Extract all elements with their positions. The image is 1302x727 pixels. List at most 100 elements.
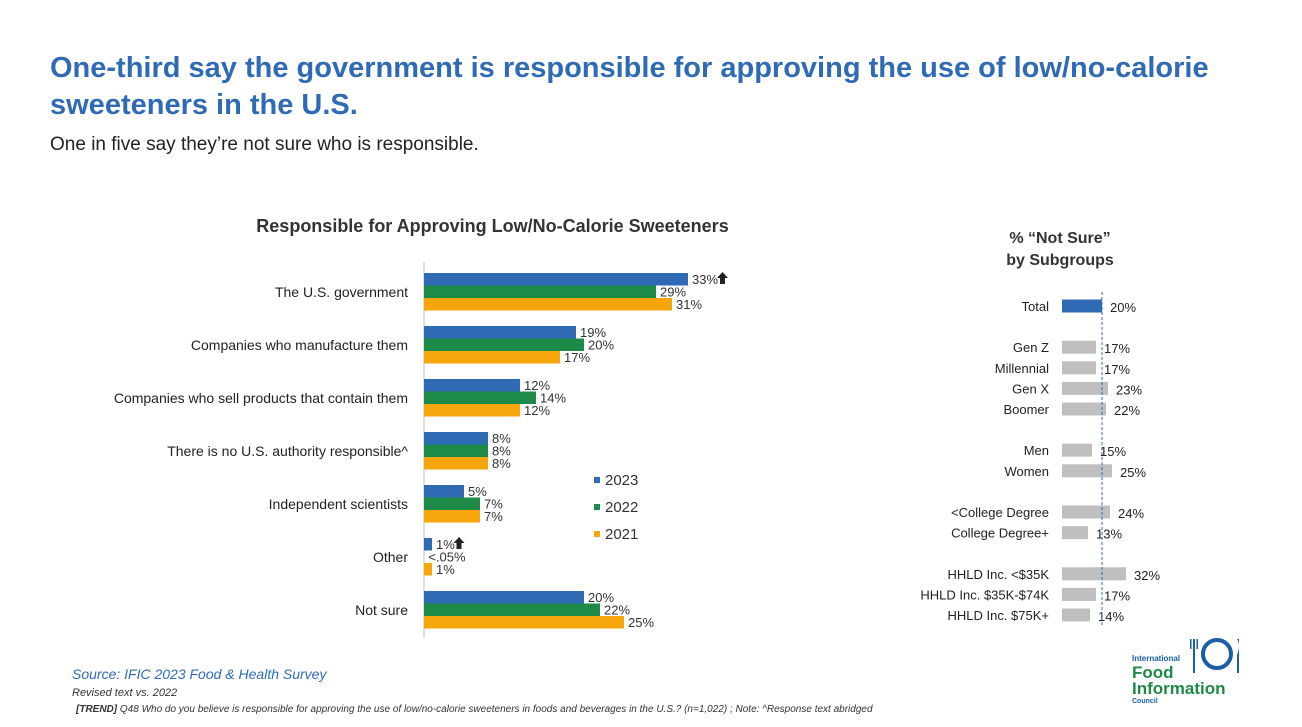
subgroup-bar-hhld-inc-35k-74k (1062, 587, 1096, 601)
subgroup-label-hhld-inc-35k-74k: HHLD Inc. $35K-$74K (920, 587, 1049, 602)
data-label-2023-there-is-no-u-s-authority-responsible: 8% (492, 431, 511, 446)
subgroup-title-line-1: % “Not Sure” (1009, 230, 1111, 247)
data-label-2023-the-u-s-government: 33% (692, 272, 718, 287)
plate-fork-knife-icon (1190, 638, 1239, 673)
data-label-2022-companies-who-sell-products-that-contain-them: 14% (540, 391, 566, 406)
category-label-not-sure: Not sure (355, 602, 408, 618)
subgroup-title-line-2: by Subgroups (1006, 252, 1114, 269)
bar-2023-there-is-no-u-s-authority-responsible (424, 432, 488, 445)
subheadline: One in five say they’re not sure who is … (50, 134, 479, 155)
bar-2021-other (424, 563, 432, 576)
subgroup-bar-hhld-inc-75k (1062, 608, 1090, 622)
legend-label-2022: 2022 (605, 499, 638, 516)
subgroup-value-men: 15% (1100, 444, 1126, 459)
bar-2021-companies-who-sell-products-that-contain-them (424, 404, 520, 417)
subgroup-value-hhld-inc-75k: 14% (1098, 609, 1124, 624)
logo-text-council: Council (1132, 698, 1158, 705)
bar-2022-companies-who-sell-products-that-contain-them (424, 391, 536, 404)
subgroup-bar-college-degree (1062, 505, 1110, 519)
subgroup-bar-women (1062, 464, 1112, 478)
data-label-2023-other: 1% (436, 537, 455, 552)
trend-tag: [TREND] (76, 704, 118, 715)
subgroup-value-gen-z: 17% (1104, 341, 1130, 356)
subgroup-label-college-degree: <College Degree (951, 505, 1049, 520)
logo-text-food: Food (1132, 663, 1174, 682)
question-note: [TREND] Q48 Who do you believe is respon… (76, 704, 873, 715)
subgroup-bar-millennial (1062, 361, 1096, 375)
data-label-2022-not-sure: 22% (604, 603, 630, 618)
bar-2023-companies-who-manufacture-them (424, 326, 576, 339)
data-label-2023-companies-who-manufacture-them: 19% (580, 325, 606, 340)
category-label-companies-who-sell-products-that-contain-them: Companies who sell products that contain… (114, 390, 408, 406)
subgroup-value-hhld-inc-35k: 32% (1134, 568, 1160, 583)
legend-label-2023: 2023 (605, 472, 638, 489)
bar-2023-not-sure (424, 591, 584, 604)
bar-2021-companies-who-manufacture-them (424, 351, 560, 364)
subgroup-bar-boomer (1062, 402, 1106, 416)
data-label-2021-independent-scientists: 7% (484, 509, 503, 524)
subgroup-value-college-degree: 24% (1118, 506, 1144, 521)
subgroup-value-total: 20% (1110, 300, 1136, 315)
main-chart-title: Responsible for Approving Low/No-Calorie… (256, 216, 729, 236)
data-label-2022-independent-scientists: 7% (484, 497, 503, 512)
subgroup-label-college-degree: College Degree+ (951, 526, 1049, 541)
subgroup-bar-college-degree (1062, 526, 1088, 540)
subgroup-bar-gen-x (1062, 381, 1108, 395)
subgroup-label-hhld-inc-35k: HHLD Inc. <$35K (947, 567, 1049, 582)
arrow-up-icon (453, 537, 465, 549)
subgroup-bar-total (1062, 299, 1102, 313)
subgroup-label-gen-x: Gen X (1012, 381, 1049, 396)
ific-logo: International Food Information Council (1128, 636, 1258, 708)
category-label-the-u-s-government: The U.S. government (275, 284, 408, 300)
data-label-2021-the-u-s-government: 31% (676, 297, 702, 312)
category-label-other: Other (373, 549, 408, 565)
bar-2022-not-sure (424, 603, 600, 616)
legend-label-2021: 2021 (605, 526, 638, 543)
bar-2021-the-u-s-government (424, 298, 672, 311)
bar-2023-other (424, 538, 432, 551)
data-label-2021-there-is-no-u-s-authority-responsible: 8% (492, 456, 511, 471)
subgroup-label-hhld-inc-75k: HHLD Inc. $75K+ (947, 608, 1049, 623)
data-label-2023-not-sure: 20% (588, 590, 614, 605)
bar-2022-there-is-no-u-s-authority-responsible (424, 444, 488, 457)
subgroup-label-women: Women (1004, 464, 1049, 479)
data-label-2022-companies-who-manufacture-them: 20% (588, 338, 614, 353)
revised-note: Revised text vs. 2022 (72, 687, 178, 699)
bar-2021-not-sure (424, 616, 624, 629)
bar-2021-independent-scientists (424, 510, 480, 523)
arrow-up-icon (717, 272, 728, 284)
bar-2022-companies-who-manufacture-them (424, 338, 584, 351)
legend-swatch-2022 (594, 504, 600, 510)
data-label-2021-other: 1% (436, 562, 455, 577)
bar-2022-independent-scientists (424, 497, 480, 510)
subgroup-value-women: 25% (1120, 465, 1146, 480)
question-text: Q48 Who do you believe is responsible fo… (117, 704, 873, 715)
data-label-2021-companies-who-sell-products-that-contain-them: 12% (524, 403, 550, 418)
subgroup-label-men: Men (1024, 443, 1049, 458)
subgroup-label-boomer: Boomer (1003, 402, 1049, 417)
subgroup-value-hhld-inc-35k-74k: 17% (1104, 588, 1130, 603)
bar-2023-companies-who-sell-products-that-contain-them (424, 379, 520, 392)
bar-2023-the-u-s-government (424, 273, 688, 286)
bar-2022-the-u-s-government (424, 285, 656, 298)
subgroup-value-boomer: 22% (1114, 403, 1140, 418)
bar-2021-there-is-no-u-s-authority-responsible (424, 457, 488, 470)
category-label-independent-scientists: Independent scientists (269, 496, 408, 512)
data-label-2023-companies-who-sell-products-that-contain-them: 12% (524, 378, 550, 393)
headline: One-third say the government is responsi… (50, 52, 1209, 121)
subgroup-label-total: Total (1022, 299, 1050, 314)
logo-text-information: Information (1132, 679, 1226, 698)
subgroup-label-gen-z: Gen Z (1013, 340, 1049, 355)
data-label-2021-companies-who-manufacture-them: 17% (564, 350, 590, 365)
subgroup-label-millennial: Millennial (995, 361, 1049, 376)
category-label-companies-who-manufacture-them: Companies who manufacture them (191, 337, 408, 353)
subgroup-value-college-degree: 13% (1096, 527, 1122, 542)
subgroup-bar-hhld-inc-35k (1062, 567, 1126, 581)
bar-2023-independent-scientists (424, 485, 464, 498)
subgroup-value-gen-x: 23% (1116, 382, 1142, 397)
subgroup-value-millennial: 17% (1104, 362, 1130, 377)
logo-text-international: International (1132, 654, 1181, 663)
category-label-there-is-no-u-s-authority-responsible: There is no U.S. authority responsible^ (167, 443, 408, 459)
data-label-2023-independent-scientists: 5% (468, 484, 487, 499)
